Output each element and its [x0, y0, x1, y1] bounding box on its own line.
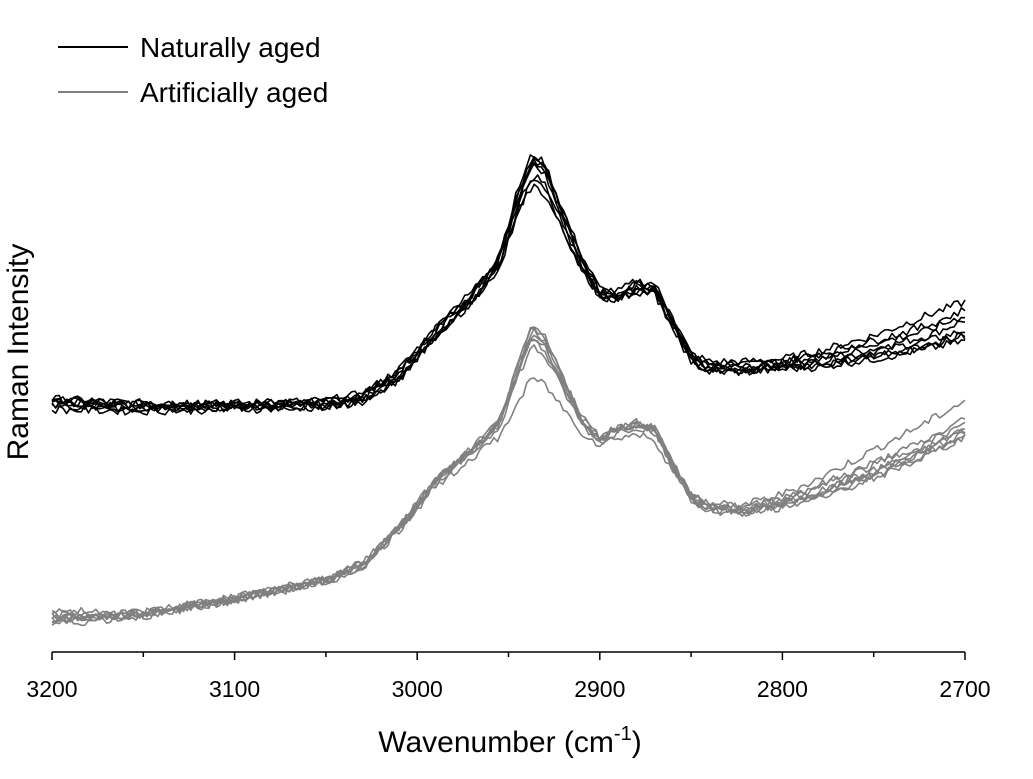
artificially-aged-spectrum-1	[51, 334, 966, 623]
legend-label-naturally-aged: Naturally aged	[140, 32, 321, 63]
artificially-aged-spectrum-5	[51, 327, 966, 624]
legend-label-artificially-aged: Artificially aged	[140, 77, 328, 108]
naturally-aged-spectrum-3	[51, 154, 966, 408]
x-axis: 3200 3100 3000 2900 2800 2700	[26, 651, 991, 702]
x-axis-title: Wavenumber (cm-1)	[378, 723, 641, 759]
x-tick-label: 3100	[209, 676, 260, 702]
x-tick-label: 2800	[757, 676, 808, 702]
series-layer	[51, 154, 966, 627]
naturally-aged-spectrum-7	[51, 156, 966, 409]
naturally-aged-spectrum-2	[51, 162, 966, 411]
naturally-aged-spectrum-8	[51, 179, 966, 416]
x-axis-title-main: Wavenumber (cm	[378, 726, 614, 759]
x-tick-label: 3200	[26, 676, 77, 702]
x-tick-label: 2700	[939, 676, 990, 702]
naturally-aged-spectrum-6	[51, 174, 966, 413]
naturally-aged-spectrum-4	[51, 183, 966, 413]
legend: Naturally aged Artificially aged	[58, 32, 328, 108]
artificially-aged-spectrum-8	[51, 377, 966, 622]
x-axis-title-close: )	[632, 726, 642, 759]
x-tick-label: 3000	[392, 676, 443, 702]
y-axis-title: Raman Intensity	[2, 244, 35, 461]
x-axis-title-superscript: -1	[614, 723, 632, 745]
artificially-aged-spectrum-3	[51, 326, 966, 617]
naturally-aged-spectrum-1	[51, 158, 966, 410]
x-tick-label: 2900	[574, 676, 625, 702]
naturally-aged-spectrum-5	[51, 161, 966, 411]
